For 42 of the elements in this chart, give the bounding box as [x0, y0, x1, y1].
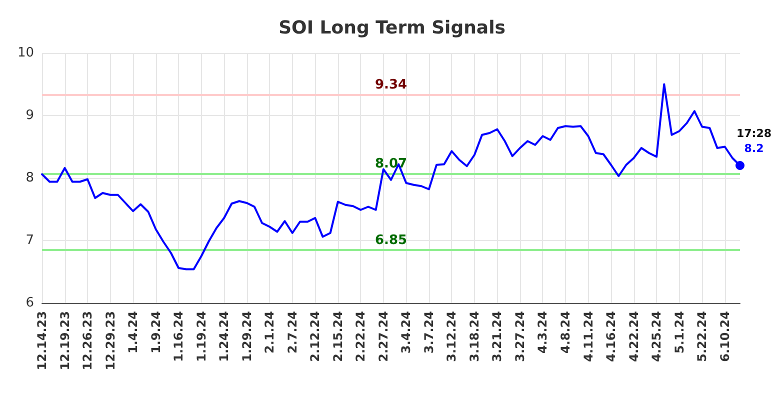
x-tick-label: 4.8.24	[558, 311, 572, 354]
x-tick-label: 2.7.24	[285, 311, 300, 354]
x-tick-label: 4.11.24	[581, 311, 596, 362]
ref-line-label: 9.34	[374, 77, 408, 92]
x-tick-label: 2.1.24	[262, 311, 277, 354]
x-tick-label: 3.7.24	[422, 311, 436, 354]
y-tick-label: 7	[26, 233, 34, 248]
ref-line-label: 8.07	[374, 156, 408, 172]
x-tick-label: 1.4.24	[126, 311, 140, 354]
x-tick-label: 2.12.24	[308, 311, 322, 362]
x-tick-label: 3.21.24	[490, 311, 504, 362]
x-tick-label: 4.25.24	[650, 311, 664, 362]
x-tick-label: 1.16.24	[172, 311, 186, 362]
x-tick-label: 12.19.23	[58, 311, 72, 370]
x-tick-label: 4.22.24	[626, 311, 641, 362]
text: 8.2	[744, 142, 764, 155]
y-tick-label: 10	[17, 46, 34, 60]
x-tick-label: 3.27.24	[512, 311, 527, 362]
x-tick-label: 12.29.23	[103, 311, 118, 370]
x-tick-label: 12.26.23	[80, 311, 95, 370]
y-tick-label: 8	[26, 170, 34, 186]
x-tick-label: 4.16.24	[604, 311, 618, 362]
x-tick-label: 1.9.24	[148, 311, 163, 354]
x-tick-label: 3.4.24	[399, 311, 414, 354]
x-tick-label: 4.3.24	[536, 311, 550, 354]
annotation: 17:28	[736, 127, 772, 140]
x-tick-label: 3.18.24	[467, 311, 482, 362]
x-tick-label: 2.15.24	[330, 311, 345, 362]
ref-line-label: 6.85	[374, 232, 408, 248]
x-tick-label: 3.12.24	[444, 311, 459, 362]
x-tick-label: 6.10.24	[718, 311, 732, 362]
x-tick-label: 5.1.24	[672, 311, 686, 354]
y-tick-label: 6	[26, 296, 34, 310]
x-tick-label: 1.29.24	[240, 311, 254, 362]
x-tick-label: 2.27.24	[376, 311, 390, 362]
x-tick-label: 2.22.24	[354, 311, 368, 362]
x-tick-label: 5.22.24	[695, 311, 710, 362]
chart-title: SOI Long Term Signals	[278, 18, 506, 38]
x-tick-label: 12.14.23	[35, 311, 49, 370]
x-tick-label: 1.24.24	[217, 311, 232, 362]
y-tick-label: 9	[26, 108, 34, 123]
x-tick-label: 1.19.24	[194, 311, 208, 362]
